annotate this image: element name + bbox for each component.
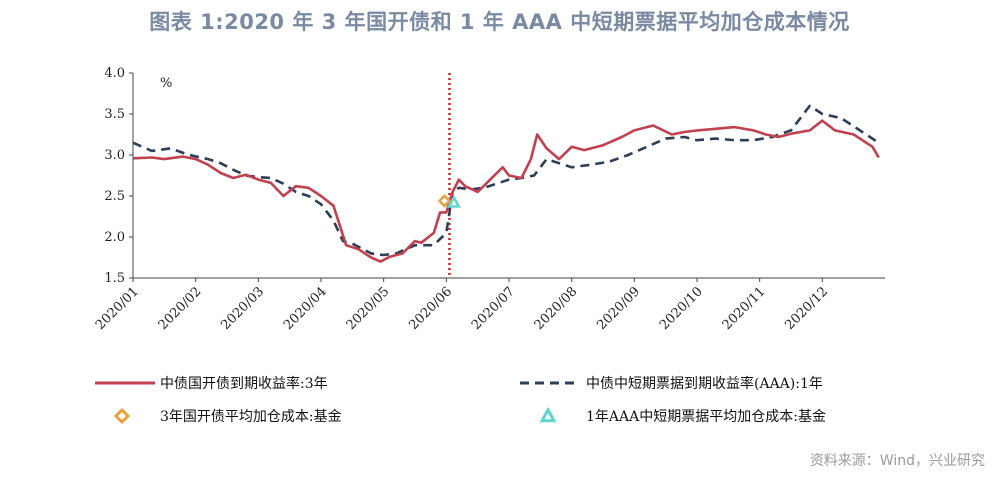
x-tick-label: 2020/03 (218, 284, 267, 333)
x-tick-label: 2020/07 (469, 284, 518, 333)
chart-title: 图表 1:2020 年 3 年国开债和 1 年 AAA 中短期票据平均加仓成本情… (149, 10, 850, 34)
y-tick-label: 4.0 (104, 66, 125, 81)
marker-point-2 (446, 194, 461, 208)
x-tick-label: 2020/05 (344, 284, 393, 333)
series-line-1 (132, 119, 880, 263)
x-tick-label: 2020/11 (720, 284, 769, 333)
source-note: 资料来源：Wind，兴业研究 (809, 453, 985, 469)
y-tick-label: 3.0 (104, 148, 125, 163)
marker-layer (437, 194, 461, 208)
y-tick-label: 3.5 (104, 107, 125, 122)
y-tick-label: 1.5 (104, 271, 125, 286)
legend-label-marker-1: 3年国开债平均加仓成本:基金 (160, 408, 342, 425)
y-tick-label: 2.0 (104, 230, 125, 245)
legend: 中债国开债到期收益率:3年 中债中短期票据到期收益率(AAA):1年 3年国开债… (95, 375, 826, 425)
y-axis-unit-label: % (160, 76, 172, 91)
axes (129, 72, 885, 282)
x-tick-label: 2020/02 (156, 284, 205, 333)
x-tick-label: 2020/12 (782, 284, 831, 333)
x-tick-label: 2020/06 (406, 284, 455, 333)
series-line-2 (132, 104, 880, 257)
legend-swatch-marker-1 (113, 407, 131, 425)
legend-label-series-1: 中债国开债到期收益率:3年 (160, 375, 328, 392)
x-tick-label: 2020/09 (594, 284, 643, 333)
x-tick-label: 2020/08 (532, 284, 581, 333)
series-layer (132, 104, 880, 263)
marker-point-1 (437, 194, 452, 208)
y-tick-label: 2.5 (104, 189, 125, 204)
legend-label-series-2: 中债中短期票据到期收益率(AAA):1年 (586, 375, 823, 392)
legend-swatch-marker-2 (539, 406, 557, 423)
x-tick-label: 2020/01 (93, 284, 142, 333)
legend-label-marker-2: 1年AAA中短期票据平均加仓成本:基金 (586, 408, 826, 425)
x-tick-label: 2020/10 (657, 284, 706, 333)
x-tick-label: 2020/04 (281, 284, 330, 333)
